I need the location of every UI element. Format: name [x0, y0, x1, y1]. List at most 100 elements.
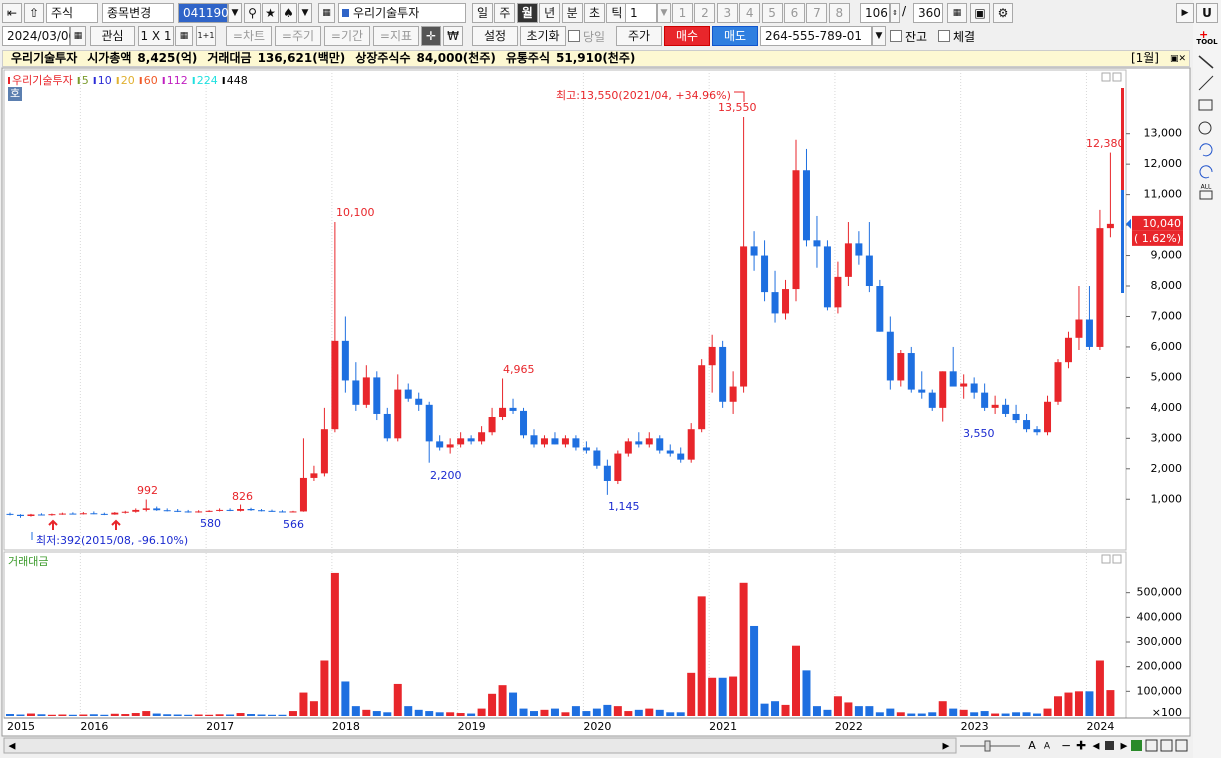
play-right[interactable]: ▶	[1121, 742, 1128, 752]
one-plus-one[interactable]: 1+1	[196, 26, 216, 46]
excel[interactable]	[1131, 740, 1142, 751]
stock-name-text: 우리기술투자	[353, 6, 420, 20]
expand[interactable]: ▦	[947, 3, 967, 23]
buy-button[interactable]: 매수	[664, 26, 710, 46]
interest[interactable]: 관심	[90, 26, 135, 46]
settings-button[interactable]: 설정	[472, 26, 518, 46]
layout-icon[interactable]: ▦	[175, 26, 193, 46]
period-button[interactable]: 주	[494, 3, 516, 23]
candle-body	[467, 438, 475, 442]
layout[interactable]: 1 X 1	[138, 26, 174, 46]
tool-trend[interactable]	[1198, 75, 1214, 91]
number-button[interactable]: 5	[761, 3, 783, 23]
stop[interactable]	[1105, 741, 1114, 750]
code-dropdown[interactable]: ▼	[228, 3, 242, 23]
font-down[interactable]: A	[1044, 742, 1051, 752]
calendar[interactable]: ▦	[70, 26, 86, 46]
account-dropdown[interactable]: ▼	[872, 26, 886, 46]
zoom-out[interactable]: −	[1061, 739, 1071, 753]
period-button[interactable]: 년	[539, 3, 561, 23]
tool-rect[interactable]	[1198, 99, 1213, 111]
period-count[interactable]: 1	[625, 3, 657, 23]
scrollbar[interactable]	[3, 737, 957, 754]
settings[interactable]: ⚙	[993, 3, 1013, 23]
balance-check[interactable]: 잔고	[890, 28, 927, 45]
save-chart[interactable]: ▣	[970, 3, 990, 23]
number-button[interactable]: 1	[672, 3, 693, 23]
legend-swatch	[162, 77, 165, 84]
today-check[interactable]: 당일	[568, 28, 605, 45]
indicator-button[interactable]: =지표	[373, 26, 419, 46]
sell-button[interactable]: 매도	[712, 26, 758, 46]
volume-bar	[561, 712, 570, 716]
legend-swatch	[222, 77, 225, 84]
account[interactable]: 264-555-789-01	[760, 26, 872, 46]
pane-close[interactable]	[1112, 72, 1122, 82]
volume-bar	[288, 711, 297, 716]
zoom-thumb[interactable]	[984, 740, 991, 752]
up-button[interactable]: ⇧	[24, 3, 44, 23]
candle-body	[320, 429, 328, 474]
tool-circle[interactable]	[1198, 121, 1212, 135]
info-label: 거래대금	[207, 51, 252, 65]
pane-close[interactable]	[1112, 554, 1122, 564]
period-button[interactable]: 일	[472, 3, 493, 23]
cycle-button[interactable]: =주기	[275, 26, 321, 46]
number-button[interactable]: 2	[694, 3, 716, 23]
grid-icon[interactable]: ▦	[318, 3, 335, 23]
scroll-left[interactable]: ◀	[9, 742, 16, 752]
number-button[interactable]: 3	[716, 3, 738, 23]
font-up[interactable]: A	[1028, 739, 1036, 752]
number-button[interactable]: 7	[806, 3, 828, 23]
first-button[interactable]: ⇤	[2, 3, 22, 23]
shown-count[interactable]: 106	[860, 3, 890, 23]
info-controls[interactable]: ▣✕	[1169, 54, 1186, 64]
zoom-in[interactable]: ✚	[1076, 739, 1086, 753]
stock-code[interactable]: 041190	[178, 3, 229, 23]
number-button[interactable]: 4	[739, 3, 761, 23]
period-button[interactable]: 초	[584, 3, 605, 23]
save[interactable]	[1145, 739, 1158, 752]
candle-body	[331, 340, 339, 430]
config[interactable]	[1175, 739, 1188, 752]
tool-undo[interactable]	[1199, 143, 1213, 157]
candle-body	[750, 246, 758, 256]
pane-min[interactable]	[1101, 554, 1111, 564]
spin[interactable]: ⇕	[890, 3, 900, 23]
play[interactable]: ◀	[1093, 742, 1100, 752]
search[interactable]: ⚲	[244, 3, 261, 23]
y-tick-label: 8,000	[1151, 279, 1183, 292]
group[interactable]: ♠	[280, 3, 297, 23]
range-button[interactable]: =기간	[324, 26, 370, 46]
volume-bar	[435, 712, 444, 716]
group-dropdown[interactable]: ▼	[298, 3, 312, 23]
date[interactable]: 2024/03/06	[2, 26, 76, 46]
u-button[interactable]: U	[1196, 3, 1218, 23]
won[interactable]: ₩	[443, 26, 463, 46]
pane-min[interactable]	[1101, 72, 1111, 82]
favorite[interactable]: ★	[262, 3, 279, 23]
scroll-right[interactable]: ▶	[943, 742, 950, 752]
tool-redo[interactable]	[1199, 165, 1213, 179]
filled-check[interactable]: 체결	[938, 28, 975, 45]
next[interactable]: ▶	[1176, 3, 1194, 23]
count-dropdown[interactable]: ▼	[657, 3, 671, 23]
stock-name: 우리기술투자	[338, 3, 466, 23]
price-button[interactable]: 주가	[616, 26, 662, 46]
chart-button[interactable]: =차트	[226, 26, 272, 46]
number-button[interactable]: 8	[828, 3, 850, 23]
period-button[interactable]: 월	[516, 3, 538, 23]
print[interactable]	[1160, 739, 1173, 752]
candle-body	[960, 383, 968, 387]
change-stock[interactable]: 종목변경	[102, 3, 174, 23]
market-select[interactable]: 주식	[46, 3, 98, 23]
legend-label: 10	[98, 74, 112, 87]
y-tick-label: 6,000	[1151, 340, 1183, 353]
price-marker	[1126, 218, 1131, 229]
number-button[interactable]: 6	[784, 3, 805, 23]
period-button[interactable]: 분	[561, 3, 583, 23]
reset-button[interactable]: 초기화	[520, 26, 566, 46]
tool-erase[interactable]	[1199, 190, 1213, 200]
tool-line[interactable]	[1198, 55, 1214, 69]
crosshair[interactable]: ✛	[421, 26, 441, 46]
